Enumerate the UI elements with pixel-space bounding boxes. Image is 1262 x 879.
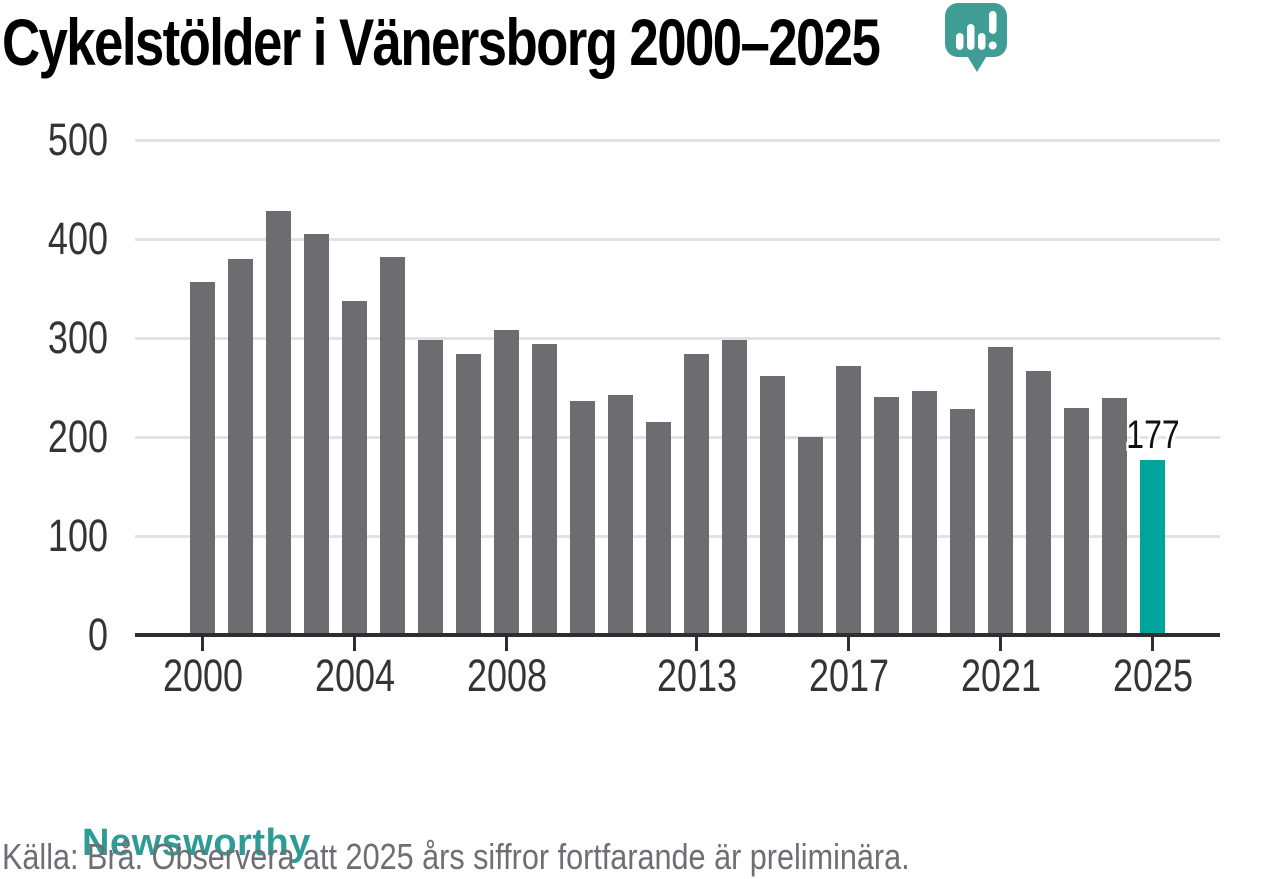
bar-2022 xyxy=(1026,370,1051,635)
bar-2013 xyxy=(684,353,709,635)
bar-2023 xyxy=(1064,408,1089,635)
gridline-200 xyxy=(135,435,1220,439)
bar-2020 xyxy=(950,409,975,635)
y-axis-label: 400 xyxy=(47,213,108,264)
bar-2009 xyxy=(532,343,557,635)
x-axis-tick xyxy=(353,637,356,651)
x-axis-tick xyxy=(201,637,204,651)
gridline-300 xyxy=(135,336,1220,340)
bar-2008 xyxy=(494,330,519,635)
bar-2011 xyxy=(608,395,633,635)
y-axis-label: 200 xyxy=(47,411,108,462)
bar-2016 xyxy=(798,437,823,635)
x-axis-tick xyxy=(847,637,850,651)
bar-2000 xyxy=(190,281,215,635)
x-axis-label: 2017 xyxy=(808,650,889,701)
bar-2006 xyxy=(418,339,443,635)
x-axis-label: 2021 xyxy=(960,650,1041,701)
bar-2024 xyxy=(1102,398,1127,635)
value-label-highlight: 177 xyxy=(1125,412,1180,457)
bar-2017 xyxy=(836,365,861,635)
bar-chart-plot: 0 100 200 300 400 500 2000 2004 2008 2013 2017 2021… xyxy=(47,114,1220,701)
x-axis-label: 2013 xyxy=(656,650,737,701)
y-axis-label: 100 xyxy=(47,510,108,561)
x-axis-tick xyxy=(695,637,698,651)
bar-2003 xyxy=(304,234,329,635)
bar-2010 xyxy=(570,401,595,635)
bar-2018 xyxy=(874,397,899,635)
source-note: Källa: Brå. Observera att 2025 års siffr… xyxy=(2,836,910,877)
bar-2025 xyxy=(1140,459,1165,635)
bar-2001 xyxy=(228,258,253,635)
bar-2014 xyxy=(722,339,747,635)
x-axis-label: 2008 xyxy=(466,650,547,701)
x-axis-label: 2004 xyxy=(314,650,395,701)
x-axis-label: 2025 xyxy=(1112,650,1193,701)
bar-2019 xyxy=(912,391,937,635)
gridline-400 xyxy=(135,237,1220,241)
x-axis-tick xyxy=(999,637,1002,651)
bar-2015 xyxy=(760,375,785,635)
bar-2002 xyxy=(266,211,291,635)
y-axis-label: 500 xyxy=(47,114,108,165)
gridline-500 xyxy=(135,138,1220,142)
bar-2007 xyxy=(456,353,481,635)
x-axis-tick xyxy=(505,637,508,651)
x-axis-label: 2000 xyxy=(162,650,243,701)
brand-wordmark: Newsworthy xyxy=(82,822,311,864)
chart-title: Cykelstölder i Vänersborg 2000–2025 xyxy=(2,5,881,79)
y-axis-label: 300 xyxy=(47,312,108,363)
bar-2012 xyxy=(646,422,671,635)
y-axis-label: 0 xyxy=(87,609,108,660)
bar-2005 xyxy=(380,256,405,635)
x-axis-line xyxy=(135,633,1220,637)
bar-2004 xyxy=(342,301,367,635)
bar-2021 xyxy=(988,346,1013,635)
gridline-100 xyxy=(135,534,1220,538)
x-axis-tick xyxy=(1151,637,1154,651)
